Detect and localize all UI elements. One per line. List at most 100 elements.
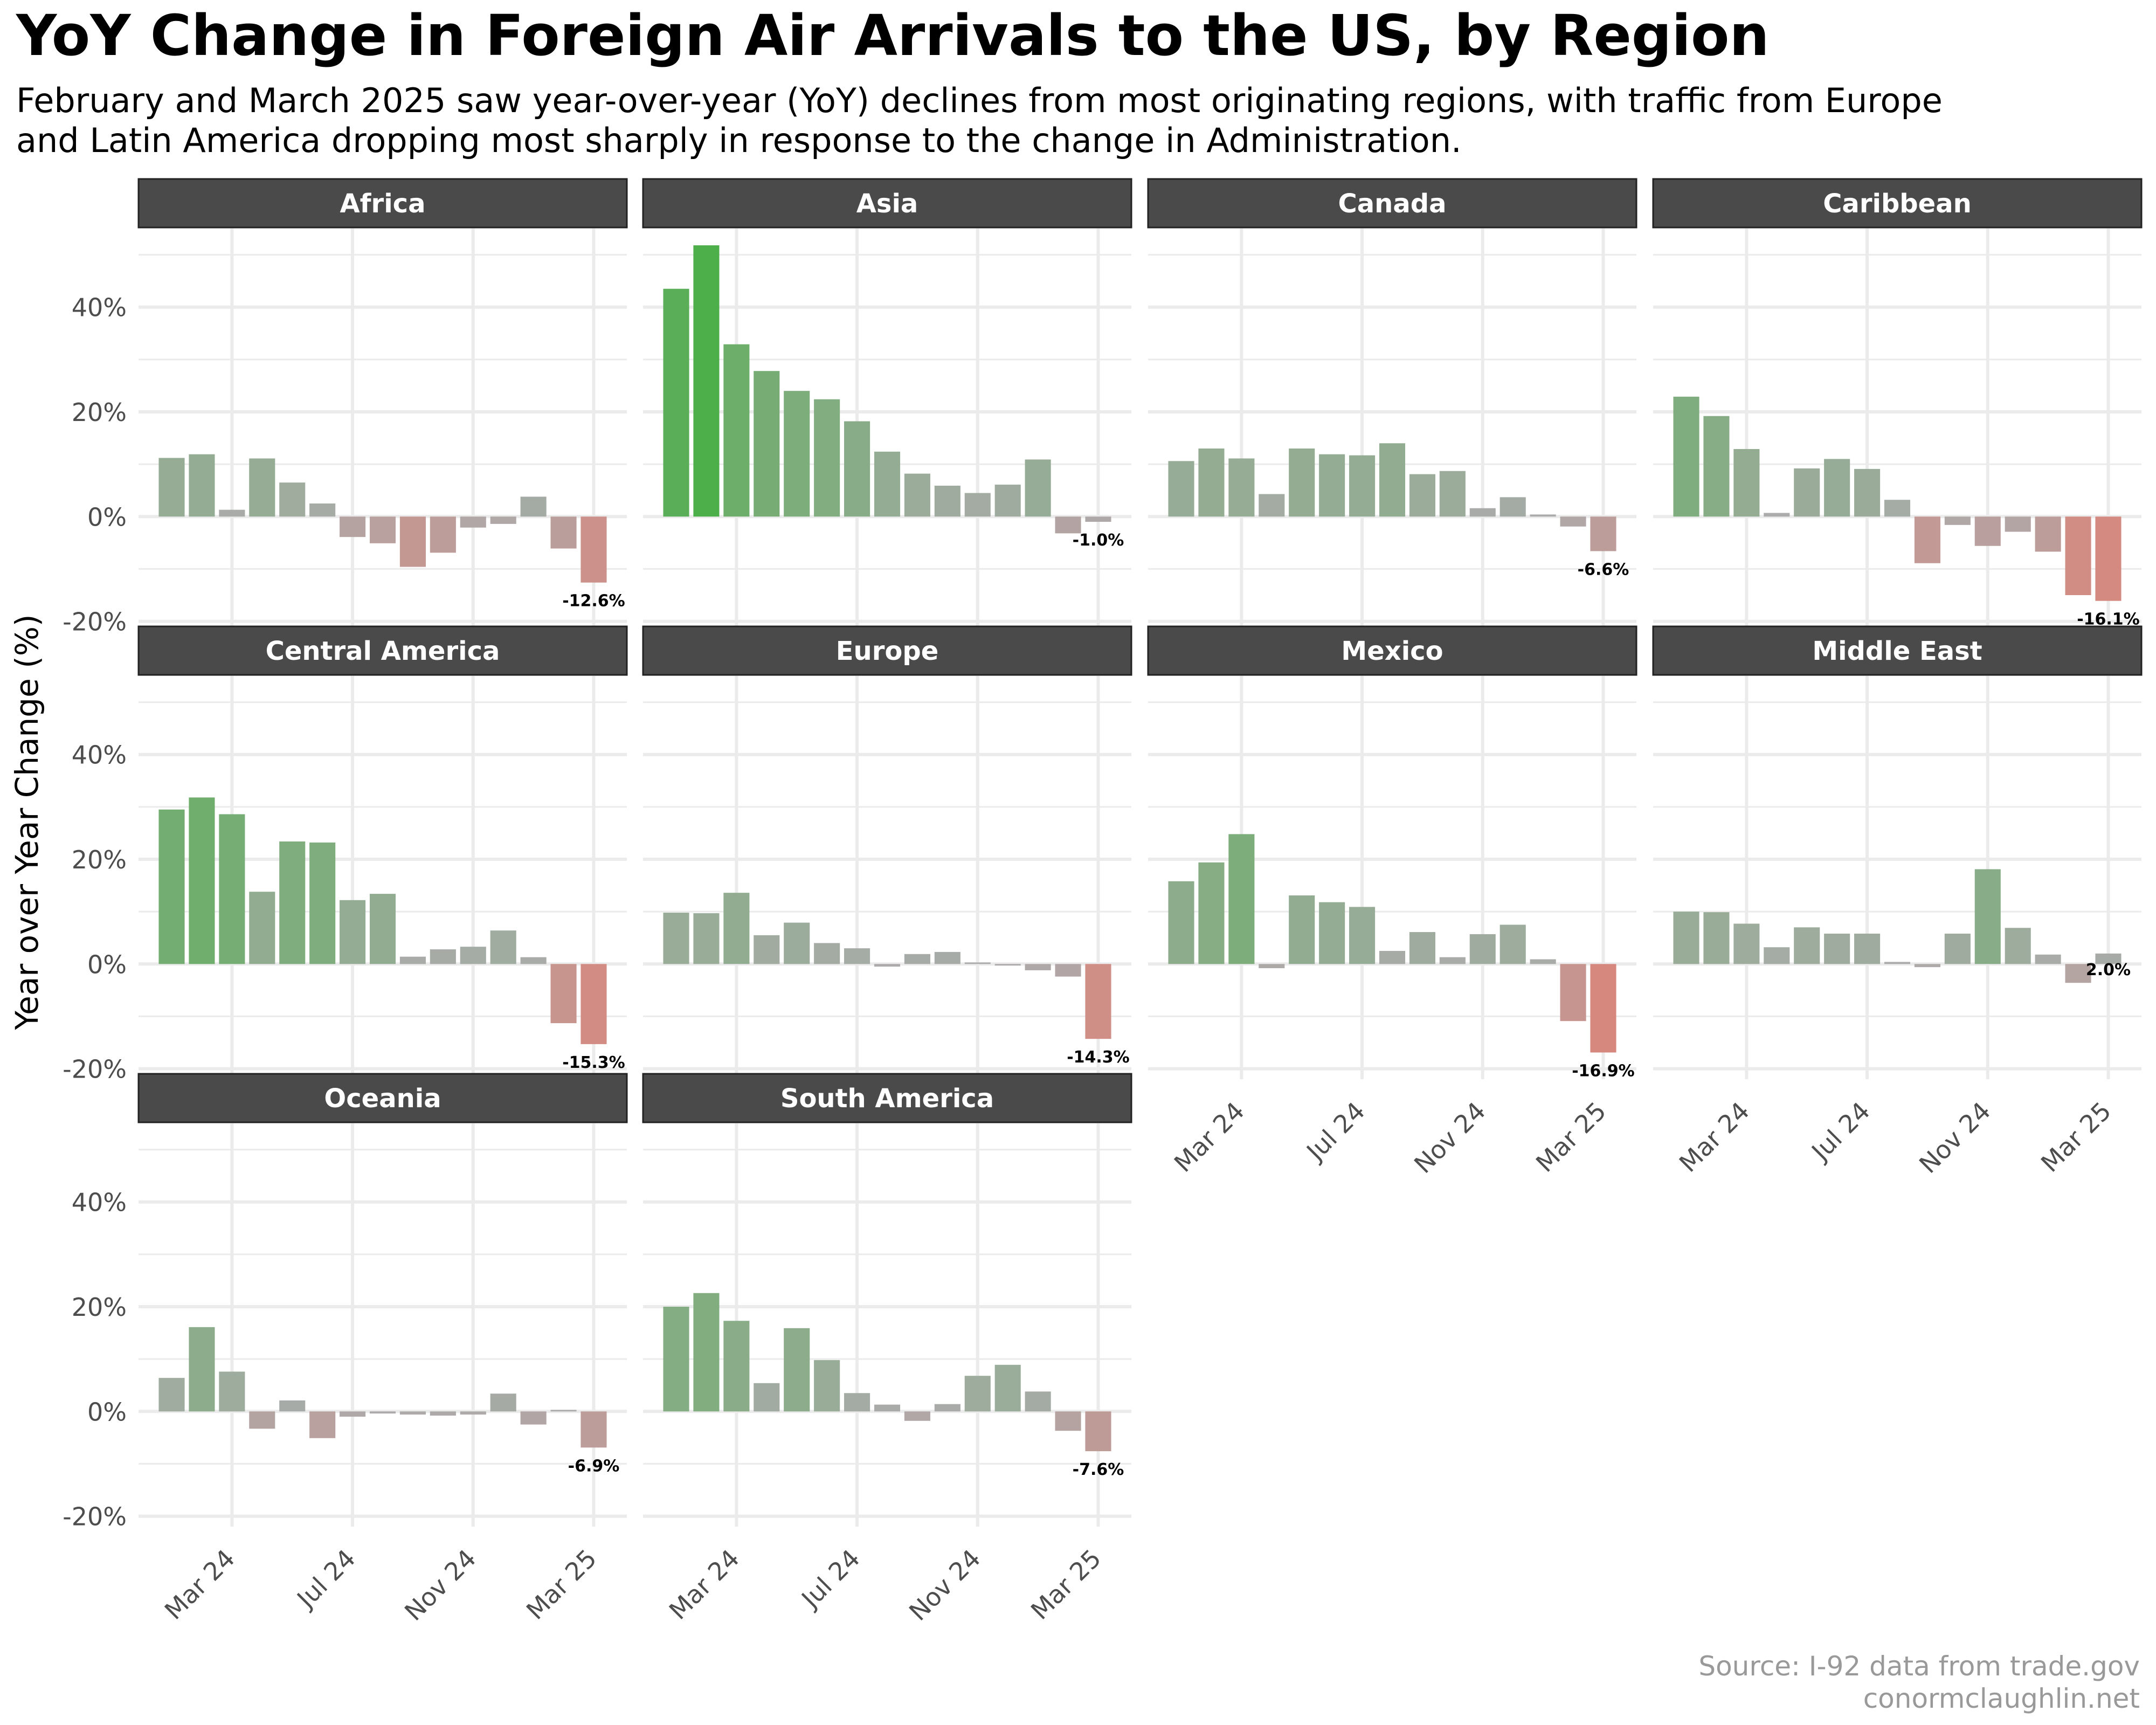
x-tick-label: Mar 25 — [2035, 1096, 2117, 1178]
facet-mexico: Mexico -16.9% Mar 24 Jul 24 Nov 24 Mar 25 — [1147, 625, 1637, 1179]
bar-middle-east-2 — [1733, 923, 1760, 964]
bar-south-america-8 — [904, 1411, 930, 1421]
bar-central-america-14 — [581, 964, 607, 1044]
facet-europe: Europe -14.3% — [642, 625, 1132, 1079]
bar-oceania-6 — [340, 1411, 366, 1417]
bar-mexico-1 — [1198, 862, 1225, 964]
bar-canada-1 — [1198, 448, 1225, 517]
facet-title: Oceania — [324, 1084, 441, 1114]
bar-canada-11 — [1499, 497, 1526, 517]
bar-caribbean-3 — [1764, 513, 1790, 517]
bar-south-america-7 — [874, 1404, 901, 1412]
bar-canada-5 — [1319, 454, 1345, 517]
facet-panels: Africa -12.6% -20% 0% 20% 40% Asia -1.0% Canada -… — [63, 178, 2143, 1626]
bar-europe-3 — [754, 935, 780, 964]
bar-middle-east-11 — [2005, 928, 2031, 964]
bar-oceania-12 — [520, 1411, 547, 1425]
facet-title: Caribbean — [1823, 189, 1972, 219]
bar-africa-1 — [189, 454, 215, 517]
bar-europe-5 — [814, 943, 840, 964]
bar-oceania-7 — [369, 1411, 396, 1414]
facet-south-america: South America -7.6% Mar 24 Jul 24 Nov 24 Mar … — [642, 1073, 1132, 1626]
last-value-label: -7.6% — [1073, 1460, 1124, 1479]
last-value-label: -6.9% — [568, 1457, 620, 1475]
facet-title: Canada — [1338, 189, 1447, 219]
bar-europe-13 — [1055, 964, 1081, 977]
bar-middle-east-3 — [1764, 947, 1790, 964]
bar-central-america-13 — [550, 964, 577, 1024]
bar-caribbean-5 — [1824, 459, 1850, 517]
bar-south-america-9 — [934, 1404, 960, 1412]
bar-canada-6 — [1349, 455, 1376, 517]
bar-oceania-5 — [309, 1411, 336, 1438]
facet-title: Middle East — [1812, 636, 1982, 666]
y-tick-label: -20% — [63, 1055, 127, 1084]
bar-europe-9 — [934, 951, 960, 964]
bar-central-america-7 — [369, 894, 396, 964]
bar-south-america-3 — [754, 1383, 780, 1412]
bar-mexico-11 — [1499, 924, 1526, 964]
bar-canada-4 — [1289, 448, 1315, 517]
bar-caribbean-8 — [1914, 516, 1940, 563]
bar-europe-0 — [663, 913, 689, 964]
facet-strip-africa — [137, 178, 628, 229]
y-tick-label: 40% — [72, 741, 127, 770]
y-tick-label: 20% — [72, 845, 127, 874]
last-value-label: -14.3% — [1067, 1048, 1130, 1067]
bar-asia-2 — [723, 344, 750, 517]
bar-africa-5 — [309, 503, 336, 517]
bar-caribbean-1 — [1703, 416, 1730, 517]
bar-oceania-10 — [460, 1411, 486, 1415]
bar-caribbean-12 — [2035, 516, 2061, 552]
bar-middle-east-0 — [1673, 912, 1699, 964]
bar-central-america-9 — [430, 949, 456, 964]
bar-oceania-0 — [158, 1378, 185, 1412]
bar-caribbean-7 — [1884, 500, 1911, 517]
bar-middle-east-5 — [1824, 933, 1850, 964]
bar-mexico-7 — [1379, 951, 1406, 964]
bar-africa-6 — [340, 516, 366, 537]
bar-africa-7 — [369, 516, 396, 543]
chart-subtitle-line-1: February and March 2025 saw year-over-ye… — [16, 81, 1943, 120]
facet-title: Mexico — [1341, 636, 1443, 666]
bar-oceania-4 — [279, 1400, 306, 1412]
bar-africa-2 — [219, 509, 245, 517]
bar-south-america-5 — [814, 1360, 840, 1412]
bar-asia-11 — [994, 485, 1021, 517]
bar-asia-6 — [844, 421, 870, 517]
bar-europe-12 — [1025, 964, 1051, 970]
chart-title: YoY Change in Foreign Air Arrivals to th… — [15, 3, 1770, 68]
bar-canada-0 — [1168, 461, 1194, 517]
bar-mexico-2 — [1228, 834, 1255, 964]
bar-middle-east-4 — [1794, 927, 1820, 964]
bar-canada-8 — [1409, 474, 1435, 517]
bar-south-america-2 — [723, 1321, 750, 1412]
facet-strip-mexico — [1147, 625, 1637, 676]
x-tick-label: Jul 24 — [795, 1544, 866, 1614]
bar-mexico-12 — [1530, 959, 1556, 964]
y-tick-label: 0% — [87, 502, 127, 532]
facet-asia: Asia -1.0% — [642, 178, 1132, 632]
bar-africa-11 — [490, 516, 516, 524]
y-tick-label: 40% — [72, 293, 127, 322]
bar-middle-east-12 — [2035, 954, 2061, 964]
bar-caribbean-2 — [1733, 448, 1760, 517]
bar-central-america-2 — [219, 814, 245, 964]
bar-africa-4 — [279, 482, 306, 517]
y-tick-label: -20% — [63, 608, 127, 637]
bar-africa-3 — [249, 458, 275, 517]
bar-africa-12 — [520, 496, 547, 517]
bar-mexico-4 — [1289, 895, 1315, 964]
bar-oceania-3 — [249, 1411, 275, 1429]
bar-middle-east-8 — [1914, 964, 1940, 968]
bar-mexico-6 — [1349, 907, 1376, 964]
bar-central-america-4 — [279, 841, 306, 964]
bar-mexico-9 — [1439, 957, 1466, 964]
x-tick-label: Mar 25 — [521, 1544, 602, 1625]
bar-caribbean-4 — [1794, 468, 1820, 517]
bar-central-america-3 — [249, 892, 275, 964]
bar-europe-2 — [723, 893, 750, 964]
last-value-label: -1.0% — [1073, 531, 1124, 550]
bar-south-america-10 — [964, 1376, 991, 1412]
